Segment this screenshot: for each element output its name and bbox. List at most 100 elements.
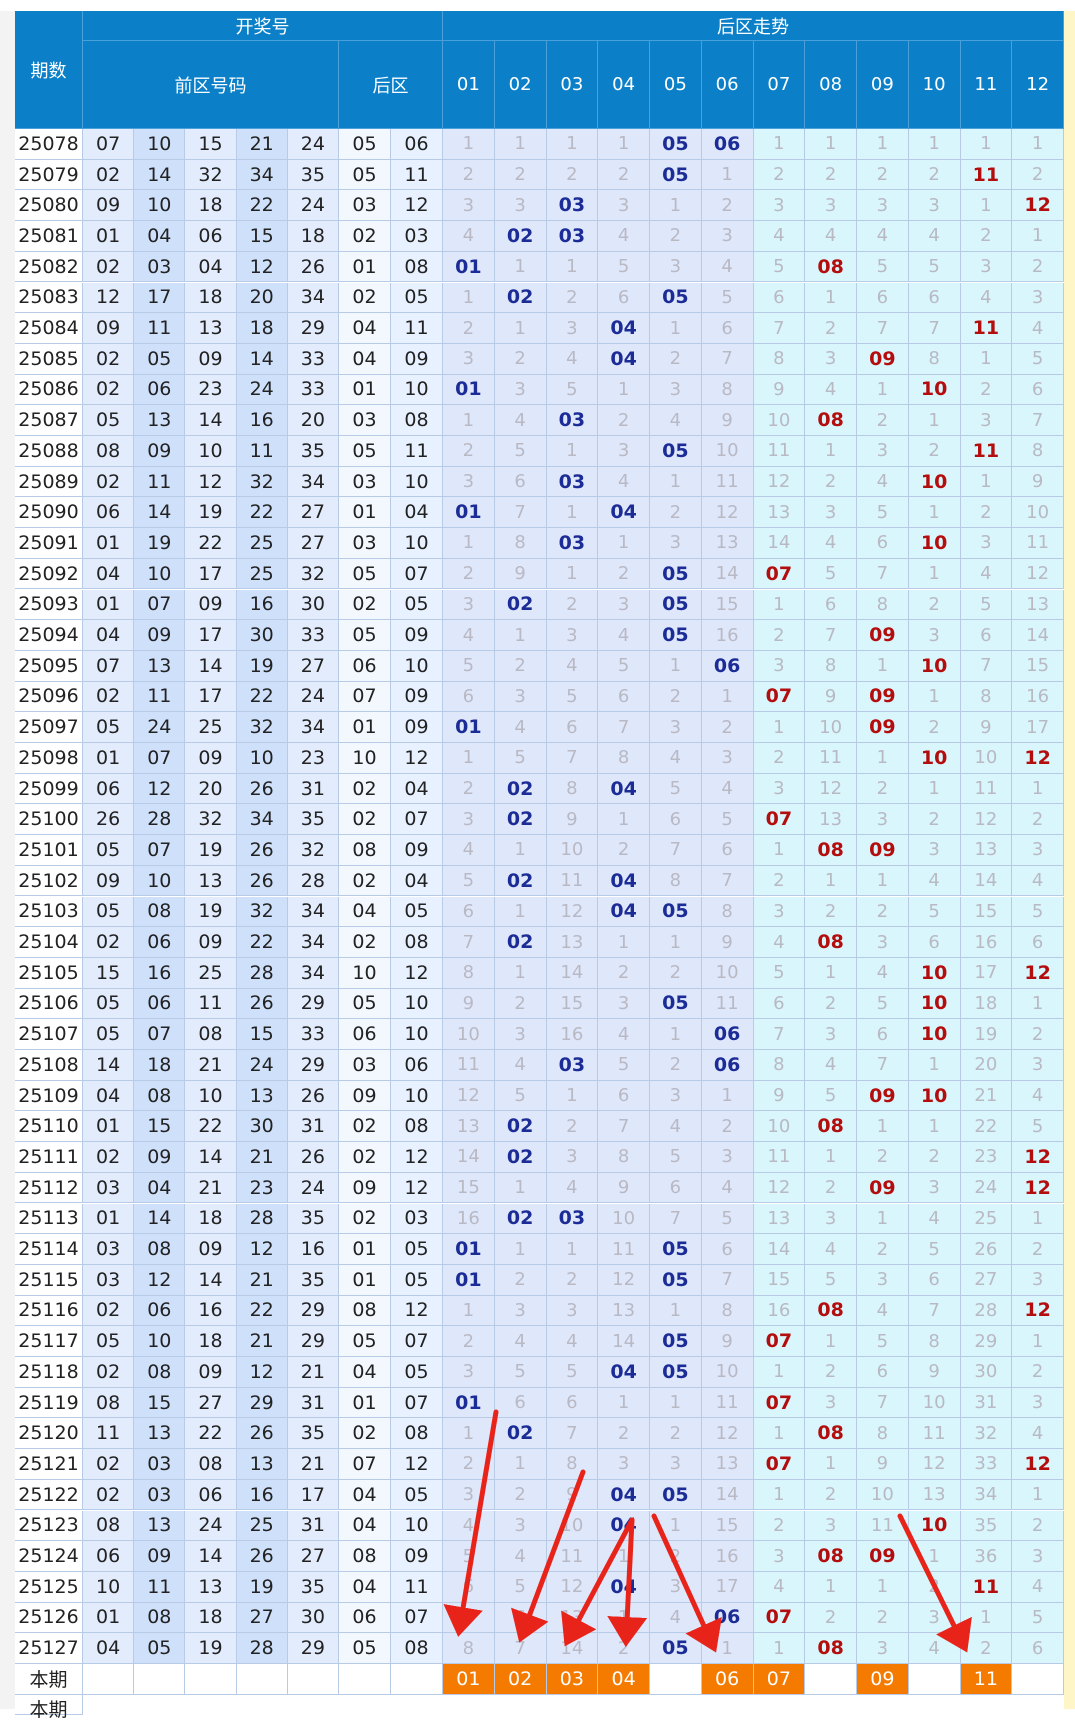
- front-number: 11: [134, 466, 186, 498]
- front-number: 06: [185, 1479, 237, 1511]
- trend-omission: 7: [546, 1418, 599, 1450]
- trend-omission: 5: [494, 1080, 547, 1112]
- front-number: 32: [236, 896, 288, 928]
- trend-hit: 03: [546, 190, 599, 222]
- trend-omission: 1: [650, 1019, 702, 1050]
- trend-omission: 5: [598, 251, 650, 283]
- front-number: 15: [134, 1387, 186, 1419]
- trend-omission: 10: [857, 1479, 909, 1511]
- trend-omission: 1: [494, 957, 547, 989]
- front-header: 前区号码: [83, 41, 339, 129]
- back-number: 04: [339, 896, 391, 928]
- trend-hit: 11: [960, 159, 1013, 191]
- trend-omission: 4: [494, 712, 547, 743]
- trend-omission: 2: [805, 988, 857, 1020]
- back-number: 12: [391, 957, 443, 989]
- trend-omission: 2: [443, 773, 495, 805]
- trend-omission: 12: [753, 466, 806, 498]
- front-number: 30: [287, 1602, 339, 1634]
- front-number: 24: [236, 374, 288, 406]
- back-number: 09: [391, 620, 443, 651]
- trend-hit: 02: [494, 804, 547, 836]
- front-number: 32: [236, 712, 288, 743]
- front-number: 23: [287, 743, 339, 774]
- trend-omission: 10: [960, 743, 1013, 774]
- back-number: 02: [339, 773, 391, 805]
- front-number: 06: [83, 497, 135, 529]
- trend-omission: 8: [546, 1449, 599, 1480]
- trend-omission: 8: [908, 343, 961, 375]
- front-number: 26: [236, 773, 288, 805]
- front-number: 24: [287, 1172, 339, 1204]
- trend-omission: 14: [701, 1479, 754, 1511]
- trend-omission: 5: [908, 1234, 961, 1265]
- front-number: 29: [287, 1633, 339, 1664]
- front-number: 34: [287, 927, 339, 958]
- trend-omission: 4: [805, 1050, 857, 1081]
- trend-omission: 1: [908, 497, 961, 529]
- trend-hit: 12: [1012, 743, 1064, 774]
- front-number: 03: [83, 1234, 135, 1265]
- footer-blank: [391, 1664, 443, 1695]
- front-number: 09: [185, 743, 237, 774]
- issue-cell: 25082: [15, 251, 83, 283]
- trend-hit: 10: [908, 374, 961, 406]
- trend-omission: 9: [701, 1326, 754, 1357]
- trend-omission: 5: [1012, 1602, 1064, 1634]
- trend-hit: 01: [443, 251, 495, 283]
- front-number: 07: [134, 1019, 186, 1050]
- trend-hit: 10: [908, 957, 961, 989]
- trend-omission: 5: [805, 1080, 857, 1112]
- trend-omission: 6: [1012, 927, 1064, 958]
- trend-omission: 6: [908, 927, 961, 958]
- trend-omission: 2: [650, 1418, 702, 1450]
- trend-omission: 1: [805, 1449, 857, 1480]
- back-number: 05: [339, 129, 391, 160]
- trend-omission: 31: [960, 1387, 1013, 1419]
- trend-omission: 8: [857, 1418, 909, 1450]
- trend-omission: 4: [960, 558, 1013, 590]
- trend-hit: 02: [494, 773, 547, 805]
- trend-omission: 4: [598, 1019, 650, 1050]
- trend-hit: 07: [753, 558, 806, 590]
- front-number: 21: [236, 1326, 288, 1357]
- trend-col-header: 06: [701, 41, 754, 129]
- trend-omission: 1: [857, 650, 909, 682]
- trend-omission: 8: [857, 589, 909, 621]
- back-number: 08: [391, 1633, 443, 1664]
- back-number: 02: [339, 1203, 391, 1235]
- trend-omission: 10: [805, 712, 857, 743]
- trend-hit: 08: [805, 835, 857, 866]
- trend-omission: 1: [908, 681, 961, 713]
- back-number: 02: [339, 1111, 391, 1143]
- trend-omission: 1: [805, 436, 857, 467]
- trend-omission: 5: [908, 896, 961, 928]
- trend-omission: 1: [598, 1541, 650, 1572]
- trend-omission: 3: [650, 1571, 702, 1603]
- front-number: 02: [83, 1357, 135, 1388]
- trend-omission: 1: [753, 712, 806, 743]
- trend-omission: 6: [857, 1019, 909, 1050]
- trend-hit: 08: [805, 1295, 857, 1327]
- trend-hit: 10: [908, 1080, 961, 1112]
- trend-omission: 3: [494, 1295, 547, 1327]
- front-number: 16: [236, 1479, 288, 1511]
- trend-omission: 7: [546, 743, 599, 774]
- issue-cell: 25120: [15, 1418, 83, 1450]
- back-number: 04: [339, 1357, 391, 1388]
- issue-cell: 25103: [15, 896, 83, 928]
- trend-hit: 03: [546, 221, 599, 252]
- trend-omission: 1: [546, 497, 599, 529]
- trend-omission: 5: [650, 1142, 702, 1173]
- back-number: 10: [391, 466, 443, 498]
- trend-omission: 1: [908, 558, 961, 590]
- trend-omission: 3: [701, 221, 754, 252]
- front-number: 33: [287, 1019, 339, 1050]
- trend-omission: 2: [443, 1449, 495, 1480]
- trend-omission: 1: [650, 927, 702, 958]
- trend-hit: 02: [494, 1111, 547, 1143]
- front-number: 17: [287, 1479, 339, 1511]
- pick-cell: 11: [960, 1664, 1013, 1695]
- front-number: 09: [185, 1357, 237, 1388]
- trend-omission: 7: [960, 650, 1013, 682]
